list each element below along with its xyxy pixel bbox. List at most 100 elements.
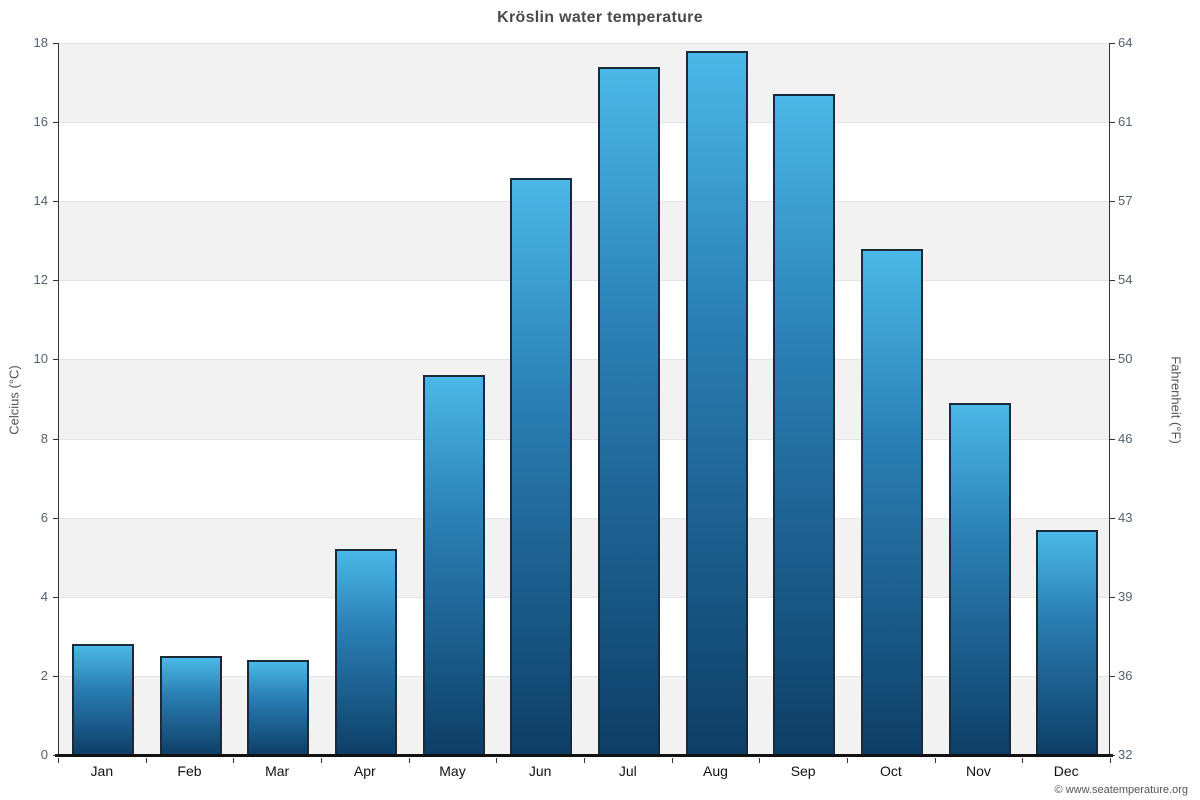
x-axis-line bbox=[55, 754, 1113, 757]
bar-dec bbox=[1036, 529, 1099, 755]
tick-mark bbox=[1110, 755, 1115, 756]
tick-mark bbox=[53, 675, 58, 677]
background-band bbox=[59, 359, 1109, 439]
tick-mark bbox=[145, 758, 147, 763]
background-band bbox=[59, 596, 1109, 676]
gridline bbox=[59, 675, 1109, 677]
background-band bbox=[59, 201, 1109, 281]
bar-apr bbox=[334, 549, 397, 755]
x-tick-label-jul: Jul bbox=[618, 763, 637, 779]
tick-mark bbox=[1110, 675, 1115, 677]
tick-mark bbox=[934, 758, 936, 763]
plot-area bbox=[58, 43, 1110, 755]
tick-mark bbox=[53, 755, 58, 756]
tick-mark bbox=[1022, 758, 1024, 763]
bar-jul bbox=[597, 66, 660, 755]
tick-mark bbox=[1110, 758, 1111, 763]
background-band bbox=[59, 122, 1109, 202]
bar-feb bbox=[159, 656, 222, 755]
gridline bbox=[59, 122, 1109, 124]
tick-mark bbox=[496, 758, 498, 763]
x-tick-label-nov: Nov bbox=[966, 763, 991, 779]
y-tick-label-fahrenheit: 46 bbox=[1118, 430, 1133, 446]
gridline bbox=[59, 280, 1109, 282]
x-tick-label-feb: Feb bbox=[177, 763, 202, 779]
y-tick-label-fahrenheit: 32 bbox=[1118, 747, 1133, 762]
tick-mark bbox=[1110, 43, 1115, 44]
y-axis-label-fahrenheit: Fahrenheit (°F) bbox=[1168, 356, 1184, 444]
chart-title: Kröslin water temperature bbox=[497, 9, 703, 26]
gridline bbox=[59, 43, 1109, 44]
y-tick-label-fahrenheit: 39 bbox=[1118, 588, 1133, 604]
y-axis-label-celsius: Celcius (°C) bbox=[6, 365, 22, 435]
gridline bbox=[59, 596, 1109, 598]
y-tick-label-celsius: 0 bbox=[40, 747, 48, 762]
x-tick-label-apr: Apr bbox=[353, 763, 376, 779]
tick-mark bbox=[847, 758, 848, 763]
tick-mark bbox=[321, 758, 322, 763]
tick-mark bbox=[1110, 517, 1115, 519]
background-band bbox=[59, 438, 1109, 518]
y-tick-label-celsius: 4 bbox=[40, 588, 48, 604]
tick-mark bbox=[53, 280, 58, 282]
x-tick-label-dec: Dec bbox=[1053, 763, 1079, 779]
bar-aug bbox=[685, 50, 748, 755]
tick-mark bbox=[1110, 201, 1115, 203]
bar-jun bbox=[510, 177, 573, 755]
y-tick-label-celsius: 16 bbox=[33, 114, 48, 130]
tick-mark bbox=[1110, 280, 1115, 282]
background-band bbox=[59, 517, 1109, 597]
tick-mark bbox=[1110, 359, 1115, 361]
tick-mark bbox=[1110, 596, 1115, 598]
y-tick-label-celsius: 14 bbox=[33, 193, 48, 209]
tick-mark bbox=[1110, 438, 1115, 440]
gridline bbox=[59, 517, 1109, 519]
background-band bbox=[59, 675, 1109, 755]
y-tick-label-fahrenheit: 57 bbox=[1118, 193, 1133, 209]
tick-mark bbox=[53, 359, 58, 361]
footer-credit: © www.seatemperature.org bbox=[1054, 784, 1188, 796]
y-tick-label-celsius: 12 bbox=[33, 272, 48, 288]
x-tick-label-may: May bbox=[439, 763, 466, 779]
y-tick-label-fahrenheit: 54 bbox=[1118, 272, 1133, 288]
bar-sep bbox=[773, 94, 836, 755]
bar-may bbox=[422, 375, 485, 755]
y-tick-label-fahrenheit: 50 bbox=[1118, 351, 1133, 367]
tick-mark bbox=[53, 122, 58, 124]
tick-mark bbox=[1110, 122, 1115, 124]
tick-mark bbox=[671, 758, 673, 763]
tick-mark bbox=[584, 758, 585, 763]
x-tick-label-jun: Jun bbox=[528, 763, 552, 779]
y-tick-label-fahrenheit: 61 bbox=[1118, 114, 1133, 130]
y-tick-label-celsius: 6 bbox=[40, 509, 48, 525]
x-tick-label-oct: Oct bbox=[879, 763, 902, 779]
bar-mar bbox=[247, 660, 310, 755]
gridline bbox=[59, 359, 1109, 361]
tick-mark bbox=[759, 758, 761, 763]
bar-nov bbox=[948, 402, 1011, 755]
tick-mark bbox=[408, 758, 410, 763]
tick-mark bbox=[53, 438, 58, 440]
y-tick-label-fahrenheit: 36 bbox=[1118, 667, 1133, 683]
background-band bbox=[59, 43, 1109, 123]
tick-mark bbox=[53, 596, 58, 598]
tick-mark bbox=[53, 201, 58, 203]
x-tick-label-jan: Jan bbox=[90, 763, 114, 779]
background-band bbox=[59, 280, 1109, 360]
tick-mark bbox=[58, 758, 59, 763]
tick-mark bbox=[53, 43, 58, 44]
y-tick-label-fahrenheit: 64 bbox=[1118, 35, 1133, 50]
bar-oct bbox=[860, 248, 923, 755]
bar-jan bbox=[71, 644, 134, 755]
y-tick-label-celsius: 2 bbox=[40, 667, 48, 683]
x-tick-label-sep: Sep bbox=[790, 763, 816, 779]
x-tick-label-aug: Aug bbox=[703, 763, 728, 779]
y-tick-label-celsius: 10 bbox=[33, 351, 48, 367]
gridline bbox=[59, 438, 1109, 440]
y-tick-label-celsius: 18 bbox=[33, 35, 48, 50]
y-tick-label-celsius: 8 bbox=[40, 430, 48, 446]
x-tick-label-mar: Mar bbox=[265, 763, 290, 779]
tick-mark bbox=[53, 517, 58, 519]
y-tick-label-fahrenheit: 43 bbox=[1118, 509, 1133, 525]
